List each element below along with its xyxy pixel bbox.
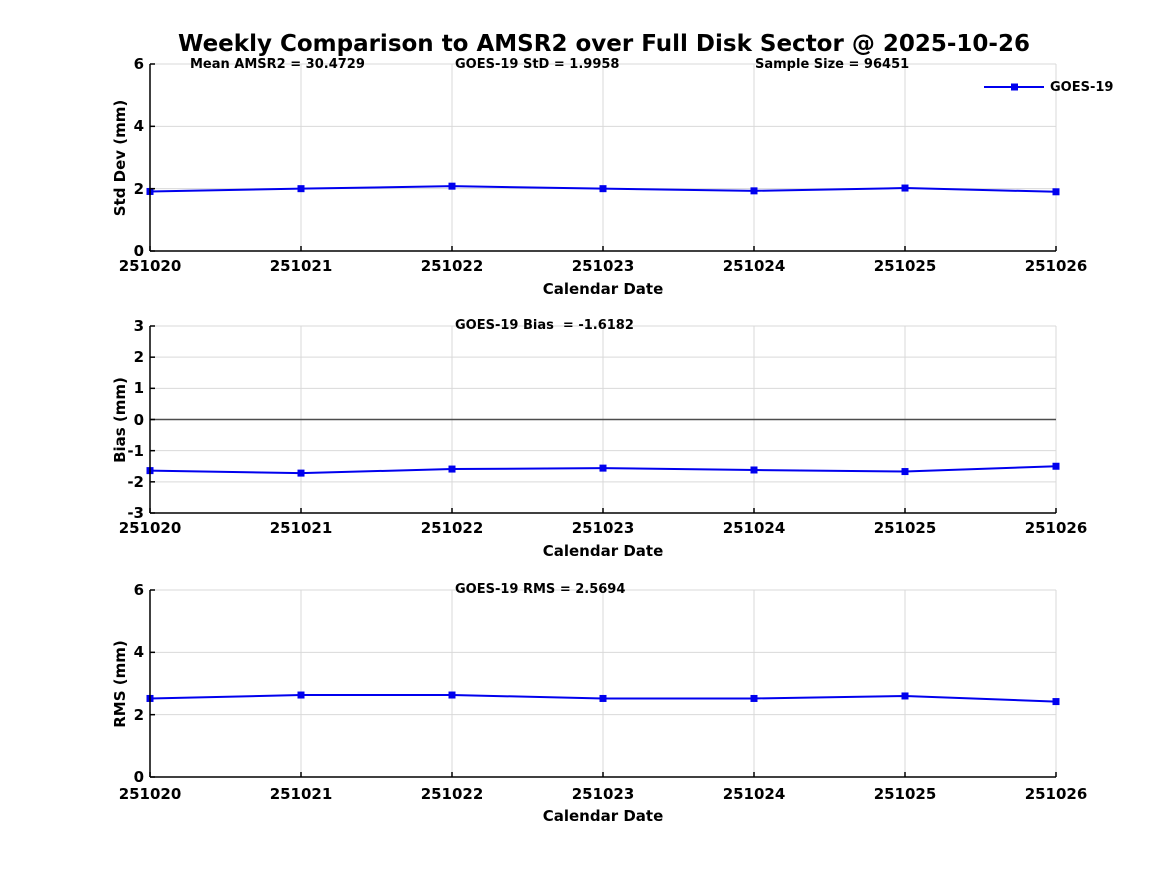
x-tick-label: 251025	[873, 785, 937, 803]
data-point-marker	[297, 691, 305, 699]
x-tick-label: 251020	[118, 519, 182, 537]
x-tick-label: 251021	[269, 785, 333, 803]
plot-annotation: GOES-19 Bias = -1.6182	[455, 318, 634, 333]
x-axis-title: Calendar Date	[542, 280, 664, 298]
y-tick-label: 2	[133, 348, 144, 367]
data-point-marker	[297, 469, 305, 477]
x-axis-title: Calendar Date	[542, 807, 664, 825]
data-point-marker	[750, 466, 758, 474]
plot-annotation: GOES-19 StD = 1.9958	[455, 57, 620, 72]
y-tick-label: 4	[133, 117, 144, 136]
y-tick-label: 6	[133, 581, 144, 599]
y-tick-label: 3	[133, 317, 144, 335]
legend-line-sample	[984, 83, 1044, 91]
data-point-marker	[448, 465, 456, 473]
y-tick-label: 2	[133, 705, 144, 724]
x-tick-label: 251020	[118, 257, 182, 275]
x-tick-label: 251026	[1024, 257, 1088, 275]
data-point-marker	[448, 691, 456, 699]
y-tick-label: -3	[127, 504, 144, 522]
data-point-marker	[599, 694, 607, 702]
data-point-marker	[1052, 462, 1060, 470]
legend: GOES-19	[983, 79, 1114, 95]
data-point-marker	[901, 184, 909, 192]
y-tick-label: 1	[133, 379, 144, 398]
data-point-marker	[297, 185, 305, 193]
data-point-marker	[448, 182, 456, 190]
plot-annotation: GOES-19 RMS = 2.5694	[455, 582, 626, 597]
data-point-marker	[901, 468, 909, 476]
y-tick-label: 6	[133, 55, 144, 73]
x-tick-label: 251021	[269, 519, 333, 537]
y-tick-label: 4	[133, 643, 144, 662]
data-point-marker	[901, 692, 909, 700]
y-tick-label: -2	[127, 472, 144, 491]
x-tick-label: 251023	[571, 785, 635, 803]
x-tick-label: 251021	[269, 257, 333, 275]
y-tick-label: 0	[133, 410, 144, 429]
data-point-marker	[599, 464, 607, 472]
y-tick-label: 2	[133, 179, 144, 198]
x-tick-label: 251022	[420, 785, 484, 803]
legend-square-marker-icon	[1011, 83, 1018, 91]
figure-title: Weekly Comparison to AMSR2 over Full Dis…	[178, 31, 1030, 57]
x-tick-label: 251022	[420, 257, 484, 275]
x-tick-label: 251026	[1024, 785, 1088, 803]
x-tick-label: 251024	[722, 519, 786, 537]
legend-label: GOES-19	[1050, 79, 1114, 95]
x-tick-label: 251024	[722, 257, 786, 275]
y-axis-title: RMS (mm)	[111, 639, 129, 728]
y-axis-title: Std Dev (mm)	[111, 99, 129, 216]
data-point-marker	[1052, 698, 1060, 706]
data-point-marker	[750, 694, 758, 702]
plot-annotation: Sample Size = 96451	[755, 57, 910, 72]
x-tick-label: 251026	[1024, 519, 1088, 537]
x-tick-label: 251025	[873, 519, 937, 537]
x-axis-title: Calendar Date	[542, 542, 664, 560]
x-tick-label: 251023	[571, 519, 635, 537]
y-tick-label: 0	[133, 768, 144, 786]
x-tick-label: 251022	[420, 519, 484, 537]
x-tick-label: 251020	[118, 785, 182, 803]
x-tick-label: 251025	[873, 257, 937, 275]
plot-annotation: Mean AMSR2 = 30.4729	[190, 57, 365, 72]
data-point-marker	[599, 185, 607, 193]
x-tick-label: 251023	[571, 257, 635, 275]
x-tick-label: 251024	[722, 785, 786, 803]
data-point-marker	[1052, 188, 1060, 196]
y-tick-label: -1	[127, 441, 144, 460]
y-tick-label: 0	[133, 242, 144, 260]
data-point-marker	[750, 187, 758, 195]
y-axis-title: Bias (mm)	[111, 376, 129, 463]
